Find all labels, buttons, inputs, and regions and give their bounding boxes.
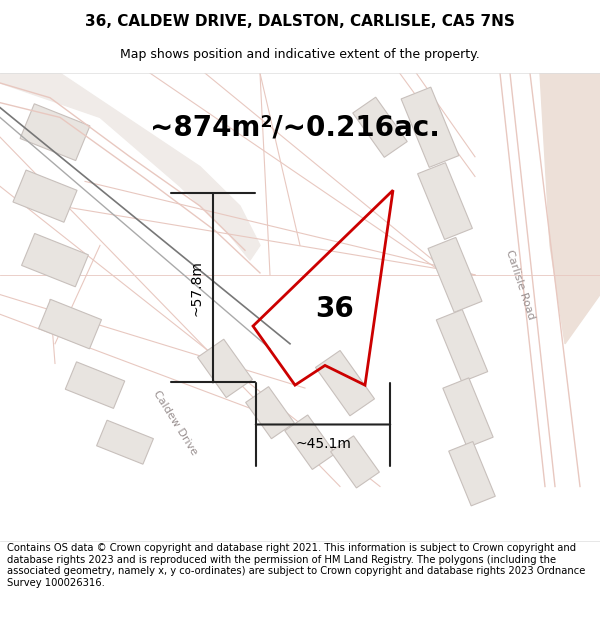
- Text: Map shows position and indicative extent of the property.: Map shows position and indicative extent…: [120, 48, 480, 61]
- Bar: [97, 420, 154, 464]
- Polygon shape: [540, 73, 600, 344]
- Bar: [353, 97, 407, 158]
- Bar: [197, 339, 253, 398]
- Text: 36, CALDEW DRIVE, DALSTON, CARLISLE, CA5 7NS: 36, CALDEW DRIVE, DALSTON, CARLISLE, CA5…: [85, 14, 515, 29]
- Bar: [38, 299, 101, 349]
- Bar: [401, 87, 459, 168]
- Text: Contains OS data © Crown copyright and database right 2021. This information is : Contains OS data © Crown copyright and d…: [7, 543, 586, 588]
- Bar: [65, 362, 125, 408]
- Bar: [436, 309, 488, 382]
- Bar: [443, 378, 493, 448]
- Text: ~57.8m: ~57.8m: [190, 260, 204, 316]
- Text: ~874m²/~0.216ac.: ~874m²/~0.216ac.: [150, 113, 440, 141]
- Bar: [13, 170, 77, 222]
- Text: 36: 36: [316, 296, 355, 323]
- Bar: [449, 441, 495, 506]
- Bar: [331, 436, 379, 488]
- Text: Caldew Drive: Caldew Drive: [151, 389, 199, 457]
- Bar: [316, 351, 374, 416]
- Bar: [428, 238, 482, 312]
- Polygon shape: [0, 73, 260, 260]
- Bar: [418, 162, 472, 239]
- Bar: [285, 415, 335, 469]
- Bar: [245, 387, 295, 439]
- Text: ~45.1m: ~45.1m: [295, 437, 351, 451]
- Bar: [20, 104, 90, 161]
- Bar: [22, 234, 88, 287]
- Text: Carlisle Road: Carlisle Road: [504, 249, 536, 321]
